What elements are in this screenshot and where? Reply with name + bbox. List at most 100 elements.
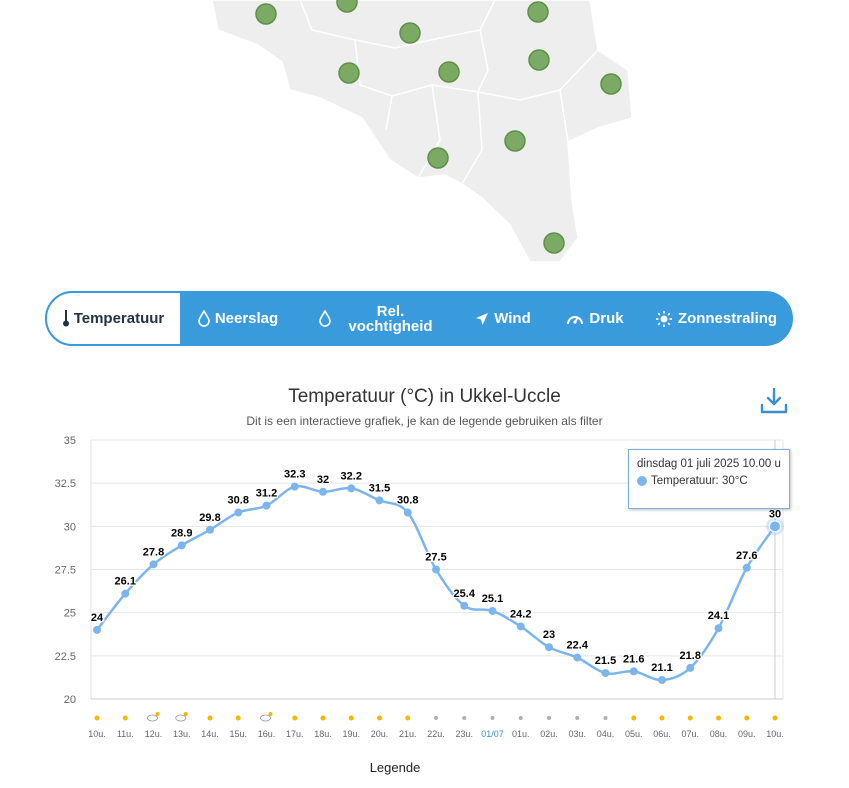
data-point[interactable] (262, 501, 271, 510)
x-tick-label: 16u. (258, 729, 276, 739)
station-markers[interactable] (255, 0, 622, 254)
station-marker (438, 61, 460, 83)
data-point[interactable] (601, 669, 610, 678)
x-tick-label: 09u. (738, 729, 756, 739)
tooltip: dinsdag 01 juli 2025 10.00 u Temperatuur… (628, 449, 790, 509)
x-tick-label: 04u. (597, 729, 615, 739)
y-tick-label: 30 (64, 521, 76, 533)
tab-label: Wind (494, 310, 531, 327)
sun-icon (183, 712, 188, 716)
sun-icon (377, 715, 382, 721)
y-tick-label: 35 (64, 435, 76, 447)
data-label: 31.2 (256, 488, 277, 500)
data-point[interactable] (488, 606, 497, 615)
data-label: 23 (543, 629, 555, 641)
sun-icon (94, 715, 100, 721)
cloud-icon (175, 714, 187, 722)
tab-zonnestraling[interactable]: Zonnestraling (645, 291, 787, 346)
data-point[interactable] (545, 643, 553, 652)
data-label: 27.8 (143, 546, 164, 558)
data-label: 22.4 (567, 640, 589, 652)
region-borders (299, 0, 599, 185)
tab-label: Rel. vochtigheid (348, 302, 433, 335)
y-tick-label: 27.5 (55, 565, 76, 577)
station-marker (255, 3, 277, 25)
cloud-icon (260, 714, 271, 722)
tab-label: Zonnestraling (677, 310, 778, 327)
tab-label: Temperatuur (73, 310, 165, 327)
x-tick-label: 01u. (512, 729, 530, 739)
y-tick-label: 32.5 (55, 478, 76, 490)
x-tick-label: 01/07 (481, 729, 504, 739)
y-tick-label: 20 (64, 694, 76, 706)
y-tick-label: 25 (64, 608, 76, 620)
data-point[interactable] (658, 676, 666, 685)
data-label: 21.1 (651, 662, 672, 674)
tab-temperatuur[interactable]: Temperatuur (45, 291, 182, 346)
moon-icon (518, 716, 523, 720)
thermometer-icon (62, 310, 69, 327)
data-label: 21.6 (623, 653, 644, 665)
chart-legend[interactable]: Legende (369, 760, 421, 775)
station-map (211, 0, 633, 263)
partly-cloudy-icon (147, 712, 160, 722)
sun-icon (235, 715, 241, 721)
x-tick-label: 23u. (455, 729, 473, 739)
download-button[interactable] (758, 386, 790, 416)
data-point[interactable] (206, 525, 214, 534)
sun-icon (655, 310, 673, 328)
data-point[interactable] (290, 482, 299, 491)
moon-icon (490, 716, 495, 720)
data-point[interactable] (769, 520, 781, 533)
data-label: 24 (91, 612, 104, 624)
data-point[interactable] (177, 541, 186, 550)
tooltip-value: Temperatuur: 30°C (651, 475, 748, 487)
data-point[interactable] (319, 487, 327, 496)
temperature-chart[interactable]: 35 32.5 30 27.5 25 22.5 20 10u. 11u. 12u. 13u. 14u… (0, 430, 849, 760)
tab-neerslag[interactable]: Neerslag (188, 291, 288, 346)
data-label: 21.8 (680, 650, 701, 662)
sun-icon (744, 715, 750, 721)
x-tick-label: 20u. (371, 729, 389, 739)
x-tick-label: 15u. (229, 729, 247, 739)
data-point[interactable] (432, 565, 440, 574)
data-label: 26.1 (115, 576, 136, 588)
data-point[interactable] (742, 563, 751, 572)
partly-cloudy-icon (260, 712, 273, 722)
data-point[interactable] (234, 508, 243, 517)
station-marker (600, 73, 622, 95)
x-tick-label: 10u. (88, 729, 106, 739)
tab-druk[interactable]: Druk (555, 291, 635, 346)
x-tick-label: 13u. (173, 729, 191, 739)
data-point[interactable] (714, 624, 723, 633)
sun-icon (207, 715, 213, 721)
partly-cloudy-icon (175, 712, 188, 722)
data-point[interactable] (573, 653, 582, 662)
sun-icon (631, 715, 637, 721)
station-marker (504, 130, 526, 152)
data-point[interactable] (460, 601, 469, 610)
sun-icon (716, 715, 721, 721)
belgium-map-shape (211, 0, 633, 263)
data-point[interactable] (686, 663, 695, 672)
data-label: 27.5 (425, 552, 446, 564)
data-point[interactable] (347, 484, 356, 493)
data-point[interactable] (121, 589, 130, 598)
data-point[interactable] (629, 667, 638, 676)
data-point[interactable] (516, 622, 525, 631)
moon-icon (547, 716, 551, 720)
sun-icon (405, 715, 411, 721)
tab-rel-vochtigheid[interactable]: Rel. vochtigheid (307, 291, 457, 346)
station-marker (336, 0, 358, 13)
tab-wind[interactable]: Wind (463, 291, 543, 346)
data-point[interactable] (93, 625, 101, 634)
data-label: 32.2 (341, 470, 362, 482)
data-point[interactable] (403, 508, 412, 517)
data-point[interactable] (149, 560, 158, 569)
gauge-icon (566, 311, 584, 327)
tab-label: Druk (589, 310, 624, 327)
moon-icon (434, 716, 438, 720)
download-icon (760, 387, 788, 414)
data-point[interactable] (375, 496, 384, 505)
sun-icon (348, 715, 354, 721)
